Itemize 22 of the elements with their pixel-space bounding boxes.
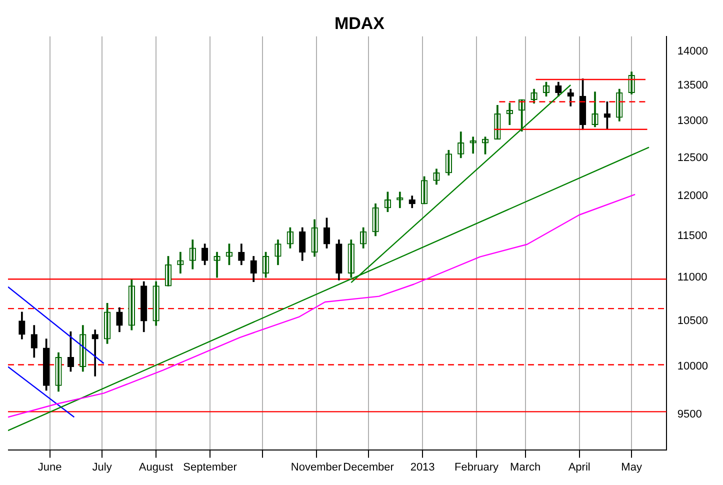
x-tick-label: February [454, 461, 500, 474]
x-tick-label: June [38, 461, 62, 474]
x-tick-label: November [290, 461, 342, 474]
y-tick-label: 12500 [677, 152, 708, 164]
x-tick-label: December [343, 461, 394, 474]
y-tick-label: 13500 [677, 80, 708, 92]
y-tick-label: 12000 [677, 190, 708, 202]
chart-title: MDAX [334, 14, 386, 33]
y-tick-label: 9500 [677, 408, 702, 421]
x-tick-label: July [92, 461, 112, 474]
y-tick-label: 14000 [677, 46, 708, 58]
x-tick-label: September [183, 461, 238, 474]
y-tick-label: 13000 [677, 115, 708, 128]
y-tick-label: 11000 [677, 271, 708, 284]
x-tick-label: 2013 [410, 461, 435, 474]
y-tick-label: 11500 [677, 230, 708, 242]
x-tick-label: May [621, 461, 642, 474]
y-tick-label: 10000 [677, 360, 708, 373]
x-tick-label: March [510, 461, 541, 474]
x-tick-label: August [138, 461, 174, 474]
x-tick-label: April [568, 461, 590, 474]
y-tick-label: 10500 [677, 315, 708, 327]
